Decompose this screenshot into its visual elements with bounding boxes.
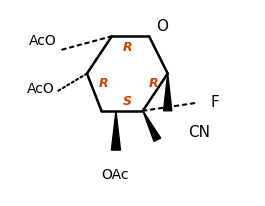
- Text: CN: CN: [188, 124, 210, 139]
- Text: R: R: [122, 41, 132, 54]
- Text: R: R: [148, 77, 158, 90]
- Text: O: O: [157, 19, 169, 34]
- Polygon shape: [164, 74, 172, 111]
- Text: OAc: OAc: [101, 167, 129, 181]
- Text: R: R: [99, 77, 108, 90]
- Text: AcO: AcO: [29, 34, 56, 48]
- Text: S: S: [123, 95, 132, 107]
- Text: AcO: AcO: [26, 82, 54, 96]
- Text: F: F: [211, 95, 220, 109]
- Polygon shape: [111, 111, 121, 150]
- Polygon shape: [143, 111, 161, 142]
